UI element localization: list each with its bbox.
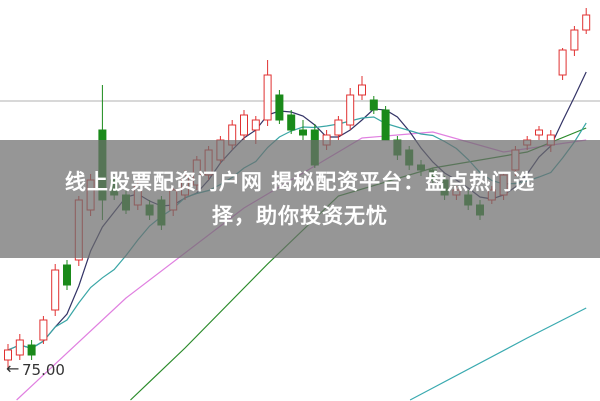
headline-banner: 线上股票配资门户网 揭秘配资平台：盘点热门选 择，助你投资无忧 [0, 140, 600, 258]
candle-body [299, 129, 307, 136]
candle-body [558, 49, 567, 76]
candle-body [4, 349, 12, 361]
candle-body [15, 339, 24, 356]
candle-body [358, 84, 366, 96]
candle-body [275, 94, 284, 121]
candle-body [51, 269, 60, 311]
headline-line-1: 线上股票配资门户网 揭秘配资平台：盘点热门选 [64, 170, 536, 194]
candle-body [63, 264, 71, 286]
candle-body [39, 319, 48, 341]
candle-body [582, 14, 591, 31]
candle-body [263, 74, 272, 121]
headline-line-2: 择，助你投资无忧 [212, 204, 388, 228]
candle-body [381, 109, 390, 141]
candle-body [334, 119, 343, 136]
candle-body [570, 29, 579, 51]
candle-body [287, 114, 296, 131]
candle-body [240, 114, 248, 136]
moving-average-line [409, 307, 587, 401]
price-arrow-icon: ← [6, 359, 19, 378]
candle-body [535, 129, 543, 136]
candle-body [27, 344, 36, 356]
price-label: 75.00 [22, 361, 65, 379]
candle-body [251, 119, 260, 131]
candle-body [346, 94, 355, 126]
candle-body [369, 99, 378, 111]
